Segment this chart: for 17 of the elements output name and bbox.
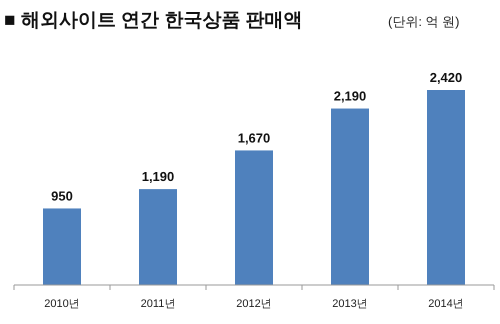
bar	[235, 150, 273, 285]
bar	[427, 90, 465, 285]
x-tick-label: 2012년	[236, 298, 272, 310]
x-tick-label: 2010년	[44, 298, 80, 310]
x-tick-label: 2014년	[428, 298, 464, 310]
chart-subtitle: (단위: 억 원)	[388, 14, 460, 29]
data-label: 950	[51, 188, 73, 204]
bar	[43, 208, 81, 285]
data-label: 2,420	[430, 70, 462, 85]
bar	[331, 108, 369, 285]
bar	[139, 189, 177, 285]
x-tick-label: 2011년	[140, 298, 176, 310]
chart-title: ■ 해외사이트 연간 한국상품 판매액	[4, 10, 303, 31]
data-label: 1,190	[142, 169, 174, 184]
data-label: 1,670	[238, 130, 270, 146]
x-tick-label: 2013년	[332, 298, 368, 310]
data-label: 2,190	[334, 88, 366, 104]
